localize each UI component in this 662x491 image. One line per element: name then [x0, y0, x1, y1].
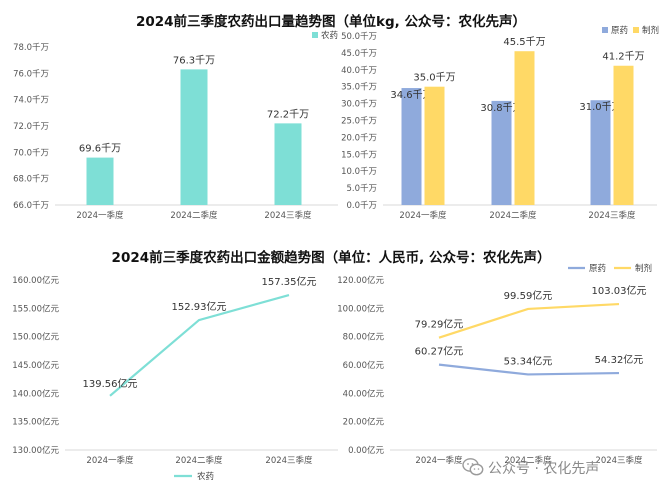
data-label: 41.2千万: [602, 51, 644, 63]
legend-label: 农药: [321, 30, 338, 41]
data-label: 69.6千万: [79, 143, 121, 155]
y-tick-label: 140.00亿元: [12, 388, 59, 399]
x-tick-label: 2024一季度: [76, 210, 124, 221]
bar: [590, 100, 611, 205]
data-label: 60.27亿元: [415, 345, 464, 358]
data-label: 53.34亿元: [504, 354, 553, 367]
y-tick-label: 66.0千万: [13, 200, 49, 211]
legend-swatch: [312, 32, 318, 38]
y-tick-label: 20.00亿元: [343, 417, 385, 428]
legend-label: 制剂: [635, 263, 652, 274]
bar: [86, 157, 114, 205]
data-label: 54.32亿元: [595, 353, 644, 366]
data-label: 72.2千万: [267, 108, 309, 120]
y-tick-label: 15.0千万: [341, 149, 377, 160]
y-tick-label: 72.0千万: [13, 121, 49, 132]
y-tick-label: 68.0千万: [13, 174, 49, 185]
y-tick-label: 60.00亿元: [343, 360, 385, 371]
x-tick-label: 2024三季度: [588, 210, 636, 221]
y-tick-label: 74.0千万: [13, 95, 49, 106]
y-tick-label: 0.0千万: [346, 200, 377, 211]
x-tick-label: 2024一季度: [86, 455, 134, 466]
data-label: 34.6千万: [390, 89, 432, 101]
y-tick-label: 10.0千万: [341, 166, 377, 177]
y-tick-label: 50.0千万: [341, 31, 377, 42]
chart-title-volume: 2024前三季度农药出口量趋势图（单位kg, 公众号：农化先声）: [135, 14, 527, 30]
bar: [401, 88, 422, 205]
y-tick-label: 35.0千万: [341, 82, 377, 93]
y-tick-label: 100.00亿元: [337, 303, 384, 314]
x-tick-label: 2024二季度: [170, 210, 218, 221]
y-tick-label: 0.00亿元: [348, 445, 384, 456]
y-tick-label: 130.00亿元: [12, 445, 59, 456]
series-line: [438, 302, 620, 339]
data-label: 31.0千万: [579, 101, 621, 113]
y-tick-label: 80.00亿元: [343, 332, 385, 343]
bar: [180, 69, 208, 205]
series-line: [109, 293, 290, 397]
legend-swatch: [633, 27, 639, 33]
y-tick-label: 40.0千万: [341, 65, 377, 76]
data-label: 103.03亿元: [592, 284, 647, 297]
bar: [491, 100, 512, 205]
y-tick-label: 45.0千万: [341, 48, 377, 59]
data-label: 45.5千万: [503, 36, 545, 48]
y-tick-label: 5.0千万: [346, 183, 377, 194]
chart-title-value: 2024前三季度农药出口金额趋势图（单位：人民币, 公众号：农化先声）: [111, 250, 551, 266]
y-tick-label: 78.0千万: [13, 42, 49, 53]
x-tick-label: 2024一季度: [415, 455, 463, 466]
data-label: 76.3千万: [173, 54, 215, 66]
y-tick-label: 135.00亿元: [12, 417, 59, 428]
legend-label: 原药: [589, 263, 606, 274]
y-tick-label: 120.00亿元: [337, 275, 384, 286]
y-tick-label: 76.0千万: [13, 68, 49, 79]
y-tick-label: 145.00亿元: [12, 360, 59, 371]
y-tick-label: 40.00亿元: [343, 388, 385, 399]
x-tick-label: 2024二季度: [489, 210, 537, 221]
data-label: 30.8千万: [480, 102, 522, 114]
x-tick-label: 2024一季度: [399, 210, 447, 221]
data-label: 139.56亿元: [83, 377, 138, 390]
wechat-icon: [462, 458, 484, 476]
x-tick-label: 2024二季度: [175, 455, 223, 466]
x-tick-label: 2024三季度: [265, 455, 313, 466]
legend-label: 原药: [611, 25, 628, 36]
legend-label: 农药: [197, 471, 214, 482]
y-tick-label: 155.00亿元: [12, 303, 59, 314]
bar: [514, 51, 535, 206]
data-label: 35.0千万: [413, 72, 455, 84]
x-tick-label: 2024三季度: [264, 210, 312, 221]
y-tick-label: 70.0千万: [13, 147, 49, 158]
legend-label: 制剂: [642, 25, 659, 36]
y-tick-label: 25.0千万: [341, 116, 377, 127]
data-label: 157.35亿元: [262, 275, 317, 288]
y-tick-label: 160.00亿元: [12, 275, 59, 286]
y-tick-label: 30.0千万: [341, 99, 377, 110]
bar: [274, 123, 302, 205]
bar: [613, 65, 634, 205]
data-label: 99.59亿元: [504, 289, 553, 302]
y-tick-label: 20.0千万: [341, 132, 377, 143]
legend-swatch: [602, 27, 608, 33]
data-label: 152.93亿元: [172, 300, 227, 313]
y-tick-label: 150.00亿元: [12, 332, 59, 343]
data-label: 79.29亿元: [415, 318, 464, 331]
x-tick-label: 2024三季度: [595, 455, 643, 466]
bar: [424, 86, 445, 205]
series-line: [438, 363, 620, 376]
x-tick-label: 2024二季度: [504, 455, 552, 466]
watermark: 公众号 · 农化先声: [488, 461, 600, 477]
